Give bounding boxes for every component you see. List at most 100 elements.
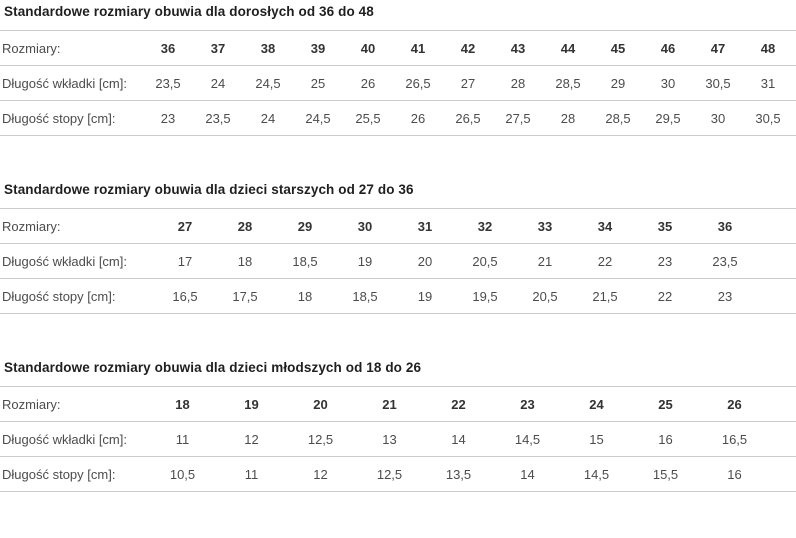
row-label: Długość stopy [cm]: <box>2 110 116 126</box>
size-header-cell: 39 <box>310 40 326 56</box>
value-cell: 25,5 <box>355 110 381 126</box>
size-header-cell: 24 <box>589 396 604 412</box>
table-row: Długość stopy [cm]: 16,5 17,5 18 18,5 19 19,5 2… <box>0 278 796 314</box>
value-cell: 14 <box>451 431 466 447</box>
value-cell: 29 <box>610 75 626 91</box>
value-cell: 26,5 <box>455 110 481 126</box>
table-row: Rozmiary: 36 37 38 39 40 41 42 43 44 45 46 47 48 <box>0 30 796 66</box>
table-row: Długość stopy [cm]: 10,5 11 12 12,5 13,5 14 14,… <box>0 456 796 492</box>
value-cell: 28,5 <box>555 75 581 91</box>
value-cell: 22 <box>657 288 673 304</box>
size-header-cell: 30 <box>357 218 373 234</box>
adult-sizes-table: Rozmiary: 36 37 38 39 40 41 42 43 44 45 46 47 48 Długo… <box>0 30 796 136</box>
size-header-cell: 26 <box>727 396 742 412</box>
table-title-younger-children: Standardowe rozmiary obuwia dla dzieci m… <box>4 360 422 375</box>
value-cell: 30 <box>660 75 676 91</box>
value-cell: 15,5 <box>652 466 679 482</box>
size-header-cell: 38 <box>260 40 276 56</box>
older-children-sizes-section: Standardowe rozmiary obuwia dla dzieci s… <box>0 182 796 314</box>
size-header-cell: 28 <box>237 218 253 234</box>
value-cell: 11 <box>244 466 259 482</box>
size-header-cell: 42 <box>460 40 476 56</box>
size-header-cell: 25 <box>658 396 673 412</box>
size-header-cell: 34 <box>597 218 613 234</box>
value-cell: 13,5 <box>445 466 472 482</box>
value-cell: 12,5 <box>307 431 334 447</box>
value-cell: 11 <box>175 431 190 447</box>
value-cell: 30,5 <box>755 110 781 126</box>
value-cell: 16,5 <box>721 431 748 447</box>
filler-cell <box>769 422 796 457</box>
size-header-cell: 44 <box>560 40 576 56</box>
value-cell: 26 <box>360 75 376 91</box>
value-cell: 31 <box>760 75 776 91</box>
size-header-cell: 36 <box>160 40 176 56</box>
value-cell: 21 <box>537 253 553 269</box>
row-label: Rozmiary: <box>2 40 61 56</box>
value-cell: 27 <box>460 75 476 91</box>
size-header-cell: 43 <box>510 40 526 56</box>
size-header-cell: 31 <box>417 218 433 234</box>
row-label: Długość stopy [cm]: <box>2 466 116 482</box>
value-cell: 26 <box>410 110 426 126</box>
filler-cell <box>755 209 796 244</box>
size-header-cell: 21 <box>382 396 397 412</box>
size-header-cell: 29 <box>297 218 313 234</box>
adult-sizes-section: Standardowe rozmiary obuwia dla dorosłyc… <box>0 4 796 136</box>
value-cell: 30 <box>710 110 726 126</box>
older-children-sizes-table: Rozmiary: 27 28 29 30 31 32 33 34 35 36 Długość wkł… <box>0 208 796 314</box>
table-row: Rozmiary: 18 19 20 21 22 23 24 25 26 <box>0 386 796 422</box>
value-cell: 28 <box>510 75 526 91</box>
value-cell: 18,5 <box>292 253 318 269</box>
value-cell: 18,5 <box>352 288 378 304</box>
value-cell: 19 <box>417 288 433 304</box>
value-cell: 20,5 <box>472 253 498 269</box>
value-cell: 15 <box>589 431 604 447</box>
size-header-cell: 47 <box>710 40 726 56</box>
value-cell: 24,5 <box>255 75 281 91</box>
value-cell: 16,5 <box>172 288 198 304</box>
value-cell: 10,5 <box>169 466 196 482</box>
value-cell: 23,5 <box>205 110 231 126</box>
value-cell: 12 <box>244 431 259 447</box>
table-row: Długość wkładki [cm]: 17 18 18,5 19 20 20,5 21 2… <box>0 243 796 279</box>
value-cell: 16 <box>658 431 673 447</box>
size-header-cell: 19 <box>244 396 259 412</box>
value-cell: 22 <box>597 253 613 269</box>
value-cell: 18 <box>237 253 253 269</box>
filler-cell <box>769 387 796 422</box>
value-cell: 26,5 <box>405 75 431 91</box>
value-cell: 23,5 <box>712 253 738 269</box>
value-cell: 23,5 <box>155 75 181 91</box>
size-header-cell: 18 <box>175 396 190 412</box>
size-header-cell: 32 <box>477 218 493 234</box>
size-header-cell: 46 <box>660 40 676 56</box>
value-cell: 29,5 <box>655 110 681 126</box>
row-label: Długość wkładki [cm]: <box>2 253 127 269</box>
value-cell: 23 <box>717 288 733 304</box>
value-cell: 17,5 <box>232 288 258 304</box>
value-cell: 19 <box>357 253 373 269</box>
value-cell: 23 <box>160 110 176 126</box>
value-cell: 28 <box>560 110 576 126</box>
size-header-cell: 48 <box>760 40 776 56</box>
size-header-cell: 40 <box>360 40 376 56</box>
value-cell: 12,5 <box>376 466 403 482</box>
value-cell: 16 <box>727 466 742 482</box>
filler-cell <box>755 279 796 314</box>
row-label: Długość wkładki [cm]: <box>2 75 127 91</box>
row-label: Rozmiary: <box>2 218 61 234</box>
filler-cell <box>769 457 796 492</box>
value-cell: 14 <box>520 466 535 482</box>
size-header-cell: 35 <box>657 218 673 234</box>
value-cell: 13 <box>382 431 397 447</box>
value-cell: 18 <box>297 288 313 304</box>
value-cell: 12 <box>313 466 328 482</box>
size-header-cell: 22 <box>451 396 466 412</box>
table-row: Rozmiary: 27 28 29 30 31 32 33 34 35 36 <box>0 208 796 244</box>
size-header-cell: 37 <box>210 40 226 56</box>
value-cell: 24 <box>260 110 276 126</box>
value-cell: 14,5 <box>514 431 541 447</box>
value-cell: 24 <box>210 75 226 91</box>
size-header-cell: 41 <box>410 40 426 56</box>
